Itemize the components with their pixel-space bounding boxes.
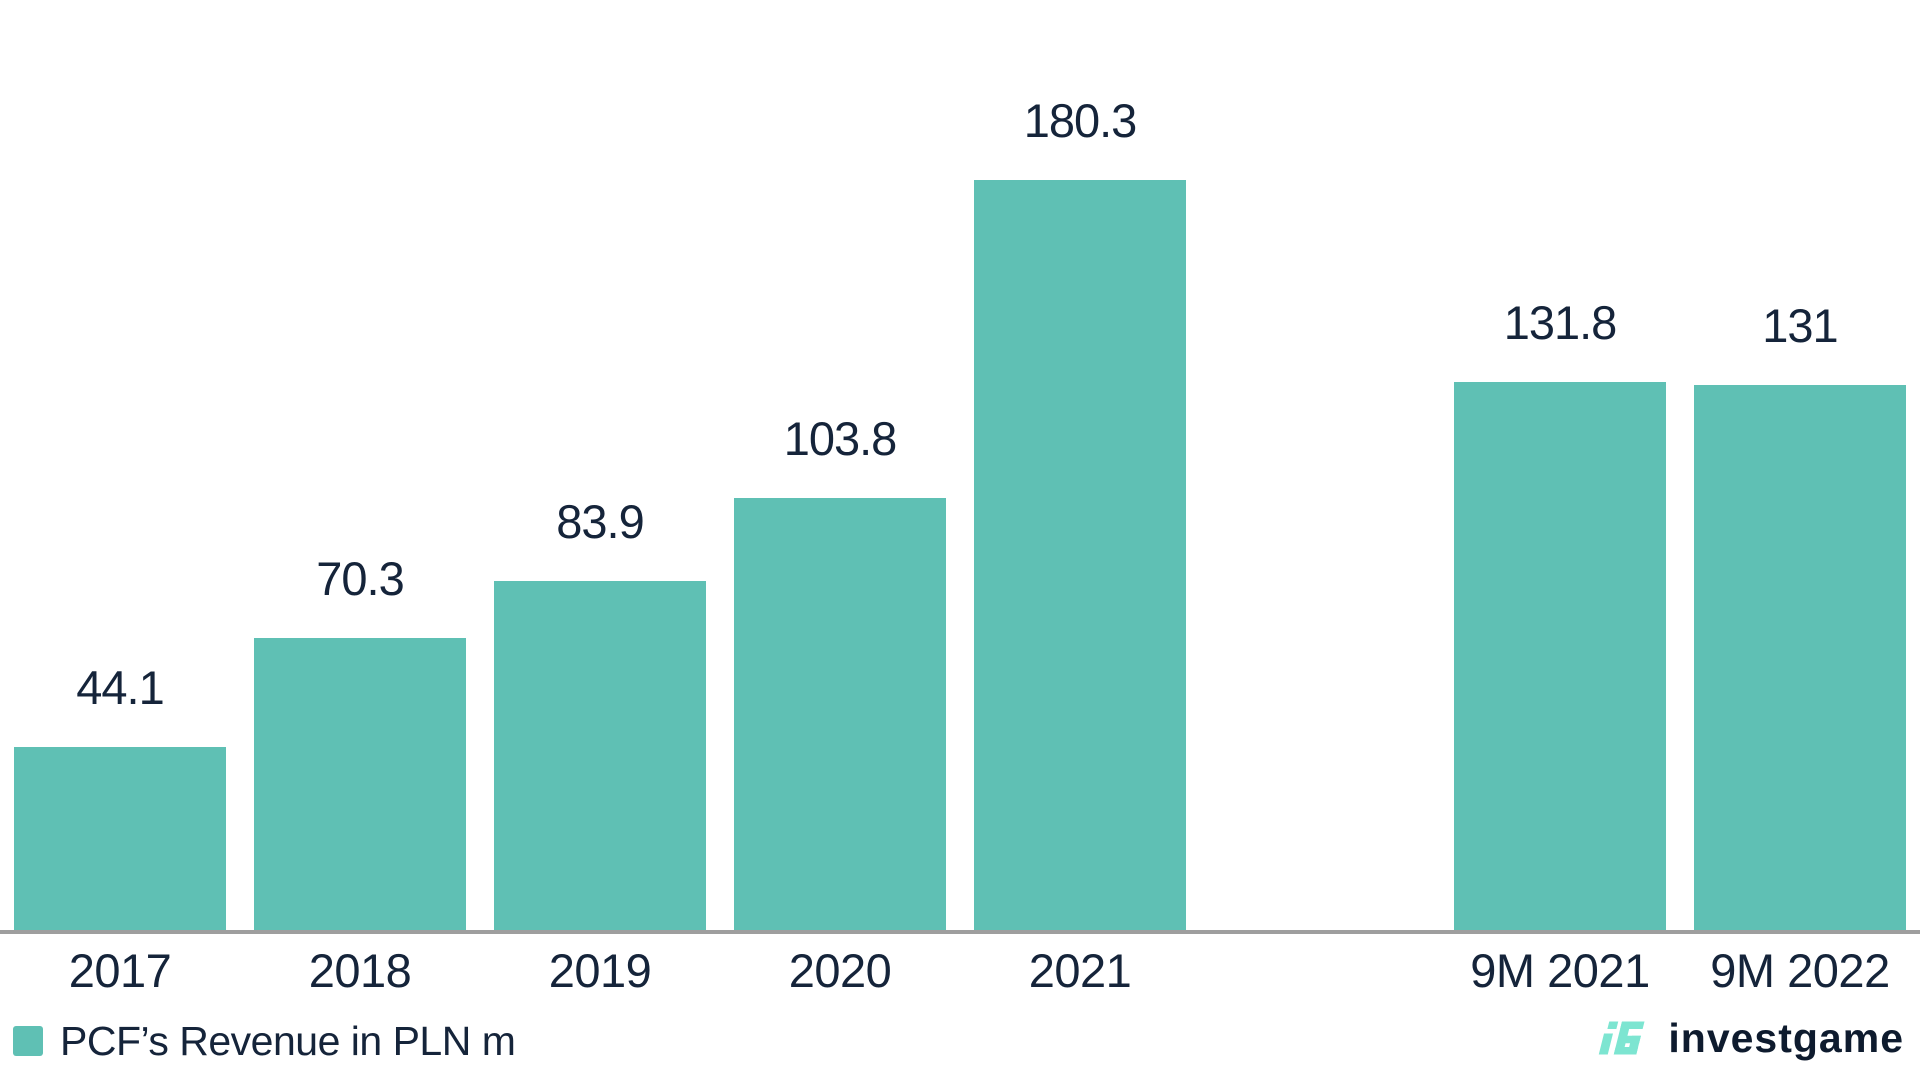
plot-area: 44.1 70.3 83.9 103.8 180.3 131.8 131 bbox=[0, 0, 1920, 930]
bar-2017 bbox=[14, 747, 226, 930]
investgame-logo-icon bbox=[1599, 1021, 1645, 1055]
bar-slot: 70.3 bbox=[240, 0, 480, 930]
legend-swatch bbox=[13, 1026, 43, 1056]
bar-slot: 83.9 bbox=[480, 0, 720, 930]
legend: PCF’s Revenue in PLN m bbox=[13, 1017, 516, 1064]
x-axis-label: 2019 bbox=[548, 944, 652, 997]
bar-9m-2021 bbox=[1454, 382, 1666, 930]
investgame-logo-text: investgame bbox=[1668, 1014, 1904, 1061]
x-axis-label: 9M 2021 bbox=[1470, 944, 1650, 997]
bar-value-label: 70.3 bbox=[316, 552, 404, 605]
bar-slot: 131.8 bbox=[1440, 0, 1680, 930]
x-axis-label: 2017 bbox=[68, 944, 172, 997]
bar-slot: 180.3 bbox=[960, 0, 1200, 930]
bar-9m-2022 bbox=[1694, 385, 1906, 930]
x-axis-spacer bbox=[1200, 944, 1440, 998]
bar-value-label: 180.3 bbox=[1023, 94, 1138, 147]
bar-value-label: 103.8 bbox=[783, 412, 898, 465]
x-axis-label: 2020 bbox=[788, 944, 892, 997]
x-axis-line bbox=[0, 930, 1920, 934]
bar-2020 bbox=[734, 498, 946, 930]
bar-2018 bbox=[254, 638, 466, 930]
x-axis-label: 9M 2022 bbox=[1710, 944, 1890, 997]
bar-value-label: 83.9 bbox=[556, 495, 644, 548]
x-axis-label: 2021 bbox=[1028, 944, 1132, 997]
legend-label: PCF’s Revenue in PLN m bbox=[60, 1017, 516, 1064]
bar-value-label: 131.8 bbox=[1503, 296, 1618, 349]
spacer-slot bbox=[1200, 0, 1440, 930]
bar-slot: 103.8 bbox=[720, 0, 960, 930]
bar-2019 bbox=[494, 581, 706, 930]
bar-slot: 44.1 bbox=[0, 0, 240, 930]
x-axis-labels: 2017 2018 2019 2020 2021 9M 2021 9M 2022 bbox=[0, 944, 1920, 998]
x-axis-label: 2018 bbox=[308, 944, 412, 997]
bar-slot: 131 bbox=[1680, 0, 1920, 930]
investgame-logo: investgame bbox=[1598, 1012, 1904, 1064]
bar-2021 bbox=[974, 180, 1186, 930]
bar-value-label: 44.1 bbox=[76, 661, 164, 714]
bar-value-label: 131 bbox=[1762, 299, 1838, 352]
